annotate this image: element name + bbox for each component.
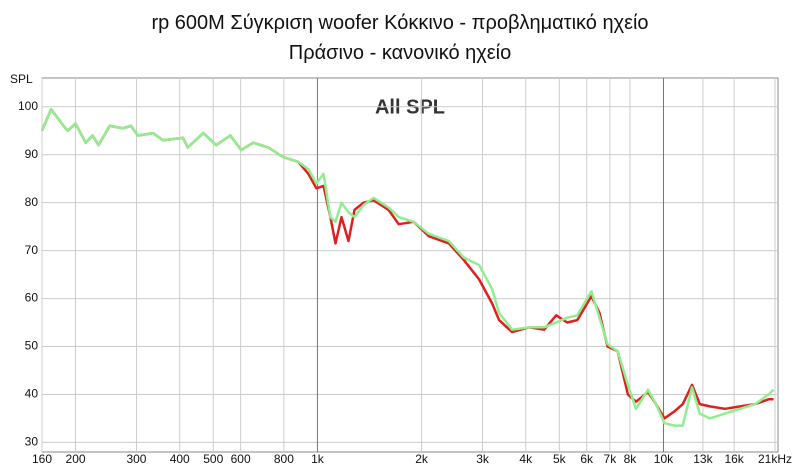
y-axis-label: SPL: [10, 72, 33, 86]
annotation: All SPL: [375, 96, 445, 118]
y-tick-label: 40: [25, 387, 39, 401]
x-tick-label: 160: [32, 452, 52, 466]
x-tick-label: 8k: [624, 452, 638, 466]
x-tick-label: 16k: [724, 452, 744, 466]
y-tick-label: 70: [25, 243, 39, 257]
x-tick-label: 800: [274, 452, 294, 466]
chart-title: rp 600M Σύγκριση woofer Κόκκινο - προβλη…: [151, 12, 649, 64]
x-tick-label: 13k: [693, 452, 713, 466]
y-tick-label: 50: [25, 339, 39, 353]
x-tick-label: 10k: [654, 452, 674, 466]
y-tick-label: 90: [25, 147, 39, 161]
x-tick-label: 600: [231, 452, 251, 466]
x-tick-label: 5k: [553, 452, 567, 466]
x-tick-label: 21kHz: [758, 452, 792, 466]
series-line: [40, 107, 775, 427]
y-tick-label: 30: [25, 435, 39, 449]
x-tick-label: 300: [126, 452, 146, 466]
y-tick-label: 100: [18, 99, 38, 113]
y-tick-label: 60: [25, 291, 39, 305]
x-tick-label: 1k: [311, 452, 325, 466]
x-tick-label: 500: [203, 452, 223, 466]
x-tick-label: 2k: [415, 452, 429, 466]
x-tick-label: 200: [66, 452, 86, 466]
y-tick-label: 80: [25, 195, 39, 209]
x-tick-label: 3k: [476, 452, 490, 466]
x-tick-label: 4k: [519, 452, 533, 466]
x-tick-label: 6k: [580, 452, 594, 466]
x-tick-label: 7k: [604, 452, 618, 466]
x-tick-label: 400: [170, 452, 190, 466]
